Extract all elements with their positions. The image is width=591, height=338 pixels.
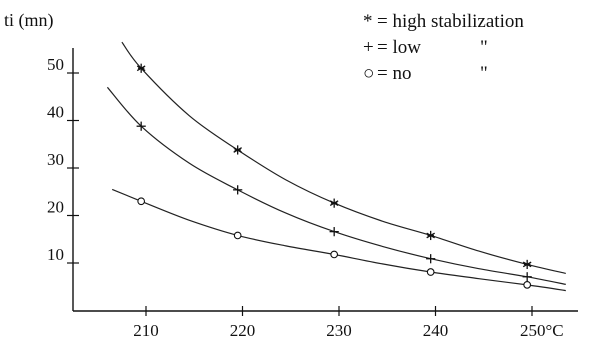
x-tick-label-230: 230 [326, 321, 352, 338]
data-point-plus-2 [329, 227, 339, 237]
x-tick-label-210: 210 [133, 321, 159, 338]
y-tick-label-40: 40 [47, 103, 64, 122]
data-point-circle-3 [426, 268, 435, 276]
data-point-plus-1 [233, 185, 243, 195]
y-axis-label: ti (mn) [4, 10, 54, 31]
series-markers [136, 63, 532, 289]
data-point-circle-2 [330, 250, 339, 259]
x-tick-label-220: 220 [230, 321, 256, 338]
y-tick-label-50: 50 [47, 55, 64, 74]
legend-symbol-star: * [363, 11, 373, 32]
data-point-plus-4 [522, 272, 532, 282]
x-tick-label-240: 240 [423, 321, 449, 338]
y-tick-label-20: 20 [47, 198, 64, 217]
data-point-circle-0 [137, 197, 146, 206]
x-tick-label-250: 250°C [520, 321, 564, 338]
data-point-circle-1 [233, 231, 242, 240]
data-point-star-3 [426, 230, 435, 241]
legend-label-circle: = no [377, 63, 411, 84]
axes [72, 48, 578, 312]
legend-symbol-circle: ○ [363, 63, 374, 84]
legend-ditto-circle: " [480, 63, 488, 84]
data-point-star-2 [329, 198, 339, 208]
data-point-plus-3 [426, 254, 436, 264]
data-point-circle-4 [523, 281, 532, 289]
legend-label-plus: = low [377, 37, 421, 58]
y-tick-label-30: 30 [47, 150, 64, 169]
series-line-star [121, 41, 566, 274]
y-tick-label-10: 10 [47, 245, 64, 264]
y-ticks: 10 20 30 40 50 [47, 55, 79, 264]
legend-ditto-plus: " [480, 37, 488, 58]
data-point-star-1 [233, 145, 242, 155]
legend-label-star: = high stabilization [377, 11, 524, 32]
x-ticks: 210 220 230 240 250°C [133, 306, 564, 338]
data-point-plus-0 [136, 121, 146, 131]
data-point-star-0 [136, 63, 146, 73]
legend-symbol-plus: + [363, 37, 374, 58]
legend: * = high stabilization+ = low " ○ = no " [363, 11, 524, 84]
data-point-star-4 [522, 259, 532, 270]
